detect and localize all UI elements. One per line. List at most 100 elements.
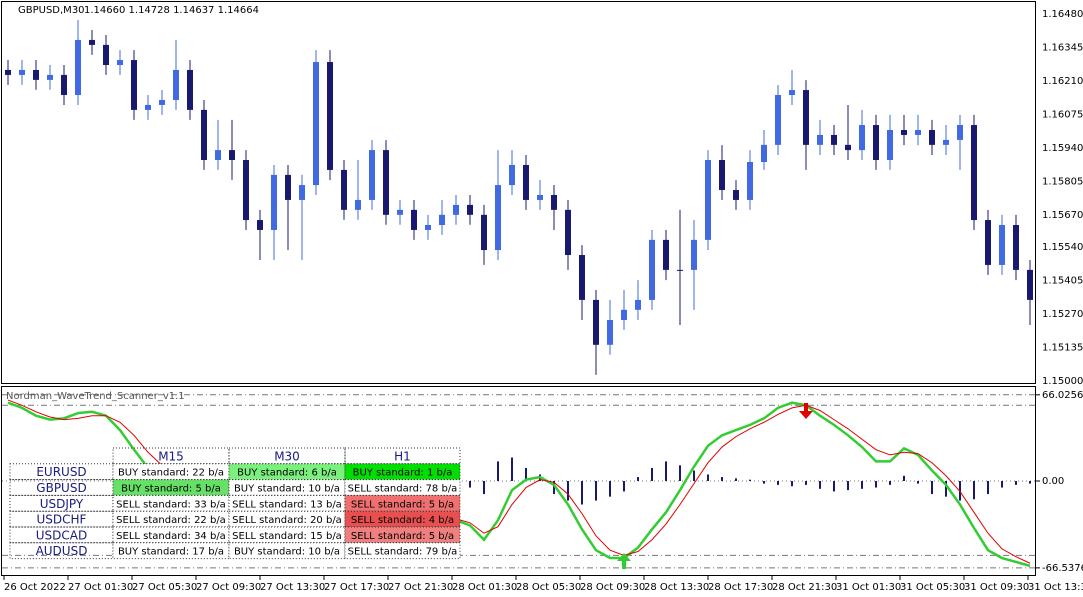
scanner-cell-text: SELL standard: 33 b/a [116, 499, 226, 510]
candle-body [47, 74, 53, 80]
scanner-cell [344, 463, 461, 481]
candle-body [621, 309, 627, 321]
x-tick-label: 31 Oct 01:30 [836, 582, 901, 593]
scanner-cell [344, 542, 461, 560]
row-label: USDJPY [40, 497, 84, 511]
candle-body [929, 129, 935, 145]
candle-body [187, 69, 193, 110]
candle-body [313, 62, 319, 186]
scanner-cell [344, 479, 461, 496]
candle-body [425, 224, 431, 230]
candle-body [299, 185, 305, 200]
candle-body [103, 44, 109, 66]
candle-body [33, 69, 39, 80]
y-tick-label: 1.15670 [1042, 210, 1083, 221]
candle-body [5, 69, 11, 75]
x-tick-label: 26 Oct 2022 [4, 582, 66, 593]
candle-body [89, 39, 95, 45]
marks-layer [5, 20, 1033, 569]
scanner-table: M15 M30 H1 EURUSD BUY standard: 22 b/a BUY st… [9, 447, 461, 560]
x-tick-label: 28 Oct 17:30 [708, 582, 773, 593]
scanner-cell-text: BUY standard: 22 b/a [118, 468, 224, 479]
candle-body [19, 69, 25, 75]
y-tick-label: 1.16210 [1042, 76, 1083, 87]
y-tick-label: 1.15135 [1042, 343, 1083, 354]
candle-body [971, 125, 977, 221]
candle-body [915, 129, 921, 135]
candle-body [579, 255, 585, 300]
y-tick-label: 1.16345 [1042, 42, 1083, 53]
scanner-cell [344, 526, 461, 544]
candle-body [1027, 269, 1033, 300]
candle-body [117, 60, 123, 66]
row-label-cell [9, 526, 114, 544]
y-tick-label: 1.15000 [1042, 376, 1083, 387]
column-header: H1 [394, 449, 411, 463]
y-tick-label: 1.15270 [1042, 309, 1083, 320]
arrow-shape [799, 403, 813, 419]
arrow-shape [617, 553, 631, 569]
candle-body [845, 144, 851, 151]
candle-body [75, 39, 81, 96]
scanner-cell-text: BUY standard: 5 b/a [121, 484, 221, 495]
scanner-cell-text: SELL standard: 78 b/a [348, 484, 458, 495]
signal-arrow [799, 403, 813, 419]
candle-body [411, 209, 417, 230]
candle-body [1013, 224, 1019, 270]
y-tick-label: 1.16480 [1042, 9, 1083, 20]
x-tick-label: 31 Oct 05:30 [900, 582, 965, 593]
scanner-cell-text: SELL standard: 22 b/a [116, 515, 226, 526]
y-tick-label: 0.00 [1042, 476, 1064, 487]
candle-body [509, 164, 515, 186]
scanner-cell-text: SELL standard: 79 b/a [348, 547, 458, 558]
candle-body [747, 161, 753, 200]
candle-body [131, 60, 137, 110]
x-tick-label: 27 Oct 01:30 [68, 582, 133, 593]
x-tick-label: 28 Oct 21:30 [772, 582, 837, 593]
column-header: M15 [158, 449, 184, 463]
candle-body [901, 129, 907, 135]
indicator-name: Nordman_WaveTrend_Scanner_v1.1 [6, 391, 185, 402]
candle-body [719, 160, 725, 191]
indicator-panel [1, 386, 1036, 576]
row-label-cell [9, 479, 114, 496]
row-label: AUDUSD [36, 544, 88, 558]
candle-body [677, 269, 683, 271]
row-label-cell [9, 510, 114, 528]
candle-body [649, 239, 655, 300]
text-layer: GBPUSD,M30 1.14660 1.14728 1.14637 1.146… [4, 5, 1083, 593]
candle-body [201, 109, 207, 161]
y-tick-label: 1.15540 [1042, 242, 1083, 253]
candle-body [705, 160, 711, 240]
x-tick-label: 27 Oct 21:30 [388, 582, 453, 593]
price-panel [1, 1, 1036, 384]
scanner-cell-text: BUY standard: 10 b/a [234, 547, 340, 558]
candle-body [159, 99, 165, 105]
x-tick-label: 31 Oct 13:30 [1028, 582, 1083, 593]
candle-body [327, 62, 333, 170]
candle-body [691, 239, 697, 270]
row-label: EURUSD [36, 465, 86, 479]
scanner-cell-text: SELL standard: 5 b/a [351, 499, 454, 510]
candle-body [999, 224, 1005, 265]
symbol-label: GBPUSD,M30 [18, 5, 85, 16]
row-label-cell [9, 542, 114, 560]
y-tick-label: 1.15405 [1042, 276, 1083, 287]
candle-body [551, 194, 557, 210]
candle-body [61, 74, 67, 96]
candle-body [817, 134, 823, 145]
x-tick-label: 31 Oct 09:30 [964, 582, 1029, 593]
candle-body [733, 190, 739, 200]
candle-body [985, 220, 991, 265]
x-tick-label: 28 Oct 05:30 [516, 582, 581, 593]
candle-body [383, 150, 389, 215]
scanner-cell-text: SELL standard: 34 b/a [116, 531, 226, 542]
candle-body [607, 320, 613, 345]
candle-body [523, 164, 529, 200]
scanner-cell-text: BUY standard: 17 b/a [118, 547, 224, 558]
scanner-cell-text: SELL standard: 20 b/a [232, 515, 342, 526]
candle-body [873, 125, 879, 161]
row-label: USDCAD [36, 528, 87, 542]
x-tick-label: 28 Oct 09:30 [580, 582, 645, 593]
candle-body [453, 204, 459, 215]
